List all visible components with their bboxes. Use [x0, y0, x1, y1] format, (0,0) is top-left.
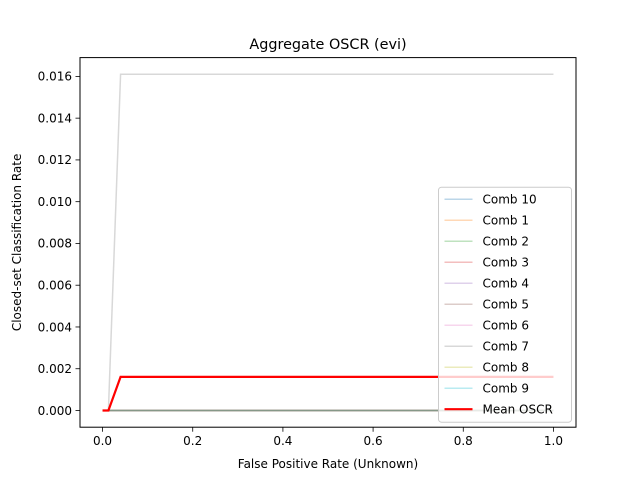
- legend-label-mean-oscr: Mean OSCR: [483, 403, 553, 417]
- x-tick-label: 0.2: [183, 434, 202, 448]
- x-tick-label: 0.4: [273, 434, 292, 448]
- legend: Comb 10 Comb 1 Comb 2 Comb 3 Comb 4 Comb 5 Com…: [438, 186, 572, 423]
- legend-label-comb-3: Comb 3: [483, 256, 529, 270]
- legend-label-comb-1: Comb 1: [483, 214, 529, 228]
- legend-label-comb-10: Comb 10: [483, 193, 537, 207]
- legend-label-comb-2: Comb 2: [483, 235, 529, 249]
- legend-label-comb-4: Comb 4: [483, 277, 529, 291]
- legend-label-comb-7: Comb 7: [483, 340, 529, 354]
- y-tick-label: 0.000: [38, 404, 72, 418]
- y-tick-label: 0.014: [38, 111, 72, 125]
- y-tick-label: 0.002: [38, 362, 72, 376]
- y-tick-label: 0.010: [38, 195, 72, 209]
- x-tick-label: 0.6: [364, 434, 383, 448]
- x-axis-label: False Positive Rate (Unknown): [238, 457, 418, 471]
- series-line-mean-oscr: [102, 375, 554, 412]
- legend-label-comb-8: Comb 8: [483, 361, 529, 375]
- plot-frame: [79, 57, 577, 428]
- y-tick-label: 0.006: [38, 279, 72, 293]
- chart-title: Aggregate OSCR (evi): [249, 37, 406, 53]
- x-axis: 0.0 0.2 0.4 0.6 0.8 1.0: [93, 427, 563, 448]
- y-tick-label: 0.016: [38, 70, 72, 84]
- legend-box: [438, 186, 572, 423]
- x-tick-label: 1.0: [544, 434, 563, 448]
- legend-label-comb-9: Comb 9: [483, 382, 529, 396]
- y-tick-label: 0.012: [38, 153, 72, 167]
- y-tick-label: 0.004: [38, 320, 72, 334]
- legend-label-comb-6: Comb 6: [483, 319, 529, 333]
- x-tick-label: 0.8: [454, 434, 473, 448]
- y-axis: 0.000 0.002 0.004 0.006 0.008 0.010 0.012 0.014…: [38, 70, 80, 418]
- y-axis-label: Closed-set Classification Rate: [10, 154, 24, 332]
- x-tick-label: 0.0: [93, 434, 112, 448]
- legend-label-comb-5: Comb 5: [483, 298, 529, 312]
- y-tick-label: 0.008: [38, 237, 72, 251]
